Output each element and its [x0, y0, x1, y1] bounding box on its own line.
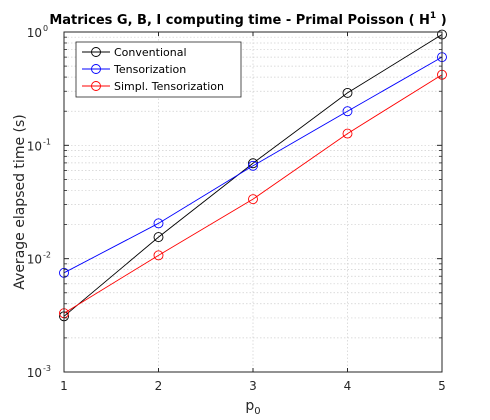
x-tick-label: 5 — [438, 379, 446, 393]
y-tick-label: 10 — [27, 139, 42, 153]
y-axis-label: Average elapsed time (s) — [12, 114, 28, 289]
title-suffix: ) — [436, 13, 446, 28]
x-tick-label: 1 — [60, 379, 68, 393]
legend-label-tensorization: Tensorization — [113, 63, 186, 76]
y-tick-label: 10 — [27, 26, 42, 40]
x-tick-label: 2 — [155, 379, 163, 393]
y-tick-label: 10 — [27, 253, 42, 267]
y-tick-label: 10 — [27, 366, 42, 380]
x-tick-label: 4 — [344, 379, 352, 393]
y-tick-exponent: -2 — [43, 251, 51, 260]
x-axis-label: p0 — [245, 398, 260, 417]
legend-label-simpl-tensorization: Simpl. Tensorization — [114, 80, 224, 93]
x-tick-label: 3 — [249, 379, 257, 393]
y-tick-exponent: -3 — [43, 364, 51, 373]
y-tick-exponent: -1 — [43, 137, 51, 146]
legend: Conventional Tensorization Simpl. Tensoriz… — [76, 42, 241, 97]
y-tick-exponent: 0 — [43, 24, 48, 33]
legend-label-conventional: Conventional — [114, 46, 187, 59]
x-axis-label-subscript: 0 — [254, 406, 260, 417]
chart-title: Matrices G, B, I computing time - Primal… — [49, 11, 446, 28]
